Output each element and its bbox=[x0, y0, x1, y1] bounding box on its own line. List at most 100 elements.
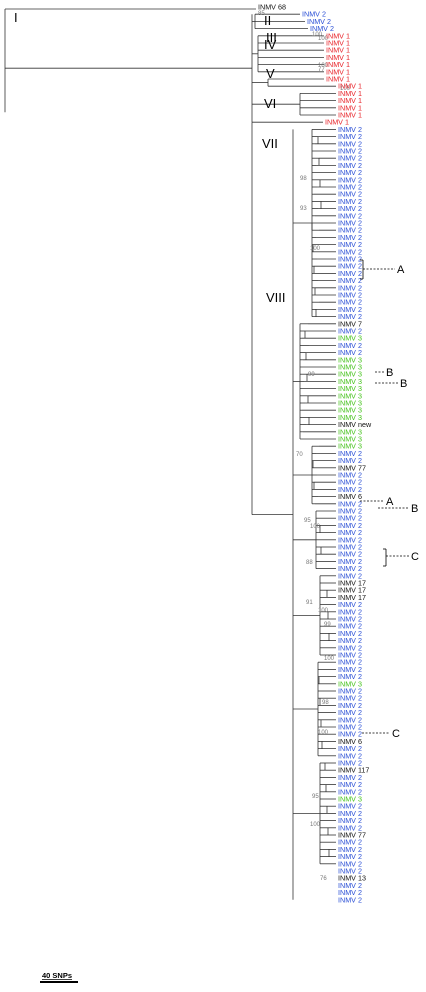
leaf-label: INMV 117 bbox=[338, 766, 369, 775]
leaf-label: INMV 2 bbox=[338, 723, 362, 732]
leaf-label: INMV 2 bbox=[338, 809, 362, 818]
leaf-label: INMV 2 bbox=[338, 715, 362, 724]
leaf-label: INMV 2 bbox=[338, 895, 362, 904]
clade-label: IV bbox=[264, 37, 277, 52]
clade-label: VII bbox=[262, 136, 278, 151]
leaf-label: INMV 2 bbox=[338, 888, 362, 897]
leaf-label: INMV 17 bbox=[338, 593, 366, 602]
leaf-label: INMV 2 bbox=[338, 161, 362, 170]
leaf-label: INMV 2 bbox=[338, 168, 362, 177]
leaf-label: INMV 2 bbox=[338, 211, 362, 220]
callout-letter: C bbox=[411, 551, 419, 563]
callout-letter: A bbox=[386, 496, 394, 508]
leaf-label: INMV 3 bbox=[338, 679, 362, 688]
leaf-label: INMV 2 bbox=[338, 125, 362, 134]
support-value: 98 bbox=[300, 176, 307, 182]
leaf-label: INMV 2 bbox=[338, 456, 362, 465]
leaf-label: INMV 2 bbox=[338, 543, 362, 552]
leaf-label: INMV 68 bbox=[258, 3, 286, 12]
leaf-label: INMV 2 bbox=[338, 276, 362, 285]
leaf-label: INMV 7 bbox=[338, 319, 362, 328]
leaf-label: INMV 2 bbox=[338, 262, 362, 271]
leaf-label: INMV 2 bbox=[338, 564, 362, 573]
leaf-label: INMV 77 bbox=[338, 831, 366, 840]
leaf-label: INMV 2 bbox=[338, 802, 362, 811]
support-value: 100 bbox=[312, 32, 323, 38]
leaf-label: INMV 2 bbox=[338, 219, 362, 228]
support-value: 95 bbox=[312, 794, 319, 800]
leaf-label: INMV 2 bbox=[338, 478, 362, 487]
leaf-label: INMV 2 bbox=[338, 190, 362, 199]
leaf-label: INMV 2 bbox=[338, 852, 362, 861]
scale-bar: 40 SNPs bbox=[40, 971, 78, 983]
leaf-label: INMV 2 bbox=[338, 859, 362, 868]
leaf-label: INMV 3 bbox=[338, 427, 362, 436]
leaf-label: INMV 1 bbox=[326, 67, 350, 76]
leaf-label: INMV 2 bbox=[338, 255, 362, 264]
leaf-label: INMV 3 bbox=[338, 377, 362, 386]
leaf-label: INMV 1 bbox=[326, 60, 350, 69]
leaf-label: INMV 2 bbox=[338, 175, 362, 184]
callout-letter: A bbox=[397, 264, 405, 276]
leaf-label: INMV 3 bbox=[338, 355, 362, 364]
leaf-label: INMV 2 bbox=[338, 643, 362, 652]
leaf-label: INMV 2 bbox=[338, 845, 362, 854]
clade-label: I bbox=[14, 10, 18, 25]
leaf-label: INMV 3 bbox=[338, 370, 362, 379]
leaf-label: INMV 17 bbox=[338, 579, 366, 588]
leaf-label: INMV 1 bbox=[326, 53, 350, 62]
leaf-label: INMV 2 bbox=[338, 226, 362, 235]
support-value: 88 bbox=[306, 560, 313, 566]
leaf-label: INMV 2 bbox=[338, 197, 362, 206]
support-value: 91 bbox=[306, 600, 313, 606]
clade-label: III bbox=[266, 30, 277, 45]
support-values: 8510010010077100989310099709510088911009… bbox=[258, 11, 351, 882]
leaf-label: INMV 2 bbox=[338, 615, 362, 624]
leaf-label: INMV 3 bbox=[338, 435, 362, 444]
leaf-label: INMV 2 bbox=[338, 838, 362, 847]
leaf-label: INMV 2 bbox=[338, 651, 362, 660]
leaf-label: INMV 1 bbox=[338, 96, 362, 105]
leaf-label: INMV 3 bbox=[338, 442, 362, 451]
leaf-label: INMV 2 bbox=[338, 535, 362, 544]
clade-label: VIII bbox=[266, 290, 286, 305]
leaf-label: INMV 2 bbox=[338, 327, 362, 336]
leaf-label: INMV 6 bbox=[338, 492, 362, 501]
tree-branches bbox=[4, 8, 336, 900]
leaf-label: INMV 1 bbox=[326, 75, 350, 84]
leaf-label: INMV 2 bbox=[338, 521, 362, 530]
leaf-label: INMV 2 bbox=[338, 471, 362, 480]
callout-letter: C bbox=[392, 728, 400, 740]
leaf-label: INMV 2 bbox=[338, 701, 362, 710]
leaf-label: INMV 2 bbox=[338, 622, 362, 631]
leaf-label: INMV 2 bbox=[338, 694, 362, 703]
leaf-label: INMV 2 bbox=[338, 823, 362, 832]
support-value: 77 bbox=[318, 67, 325, 73]
leaf-label: INMV 2 bbox=[338, 607, 362, 616]
support-value: 85 bbox=[258, 11, 265, 17]
leaf-label: INMV 3 bbox=[338, 363, 362, 372]
support-value: 100 bbox=[340, 86, 351, 92]
support-value: 100 bbox=[310, 524, 321, 530]
leaf-label: INMV 2 bbox=[338, 183, 362, 192]
leaf-label: INMV 6 bbox=[338, 737, 362, 746]
leaf-label: INMV 2 bbox=[338, 247, 362, 256]
leaf-label: INMV 2 bbox=[338, 507, 362, 516]
leaf-label: INMV 2 bbox=[338, 636, 362, 645]
callout-letter: B bbox=[386, 367, 393, 379]
leaf-label: INMV 2 bbox=[338, 233, 362, 242]
support-value: 100 bbox=[318, 63, 329, 69]
leaf-label: INMV 2 bbox=[338, 348, 362, 357]
leaf-label: INMV 2 bbox=[338, 672, 362, 681]
support-value: 76 bbox=[320, 876, 327, 882]
support-value: 100 bbox=[310, 246, 321, 252]
leaf-label: INMV 2 bbox=[338, 305, 362, 314]
leaf-label: INMV 2 bbox=[338, 147, 362, 156]
clade-label: II bbox=[264, 13, 271, 28]
leaf-label: INMV 3 bbox=[338, 413, 362, 422]
support-value: 100 bbox=[318, 608, 329, 614]
leaf-label: INMV 2 bbox=[338, 485, 362, 494]
leaf-label: INMV 3 bbox=[338, 334, 362, 343]
